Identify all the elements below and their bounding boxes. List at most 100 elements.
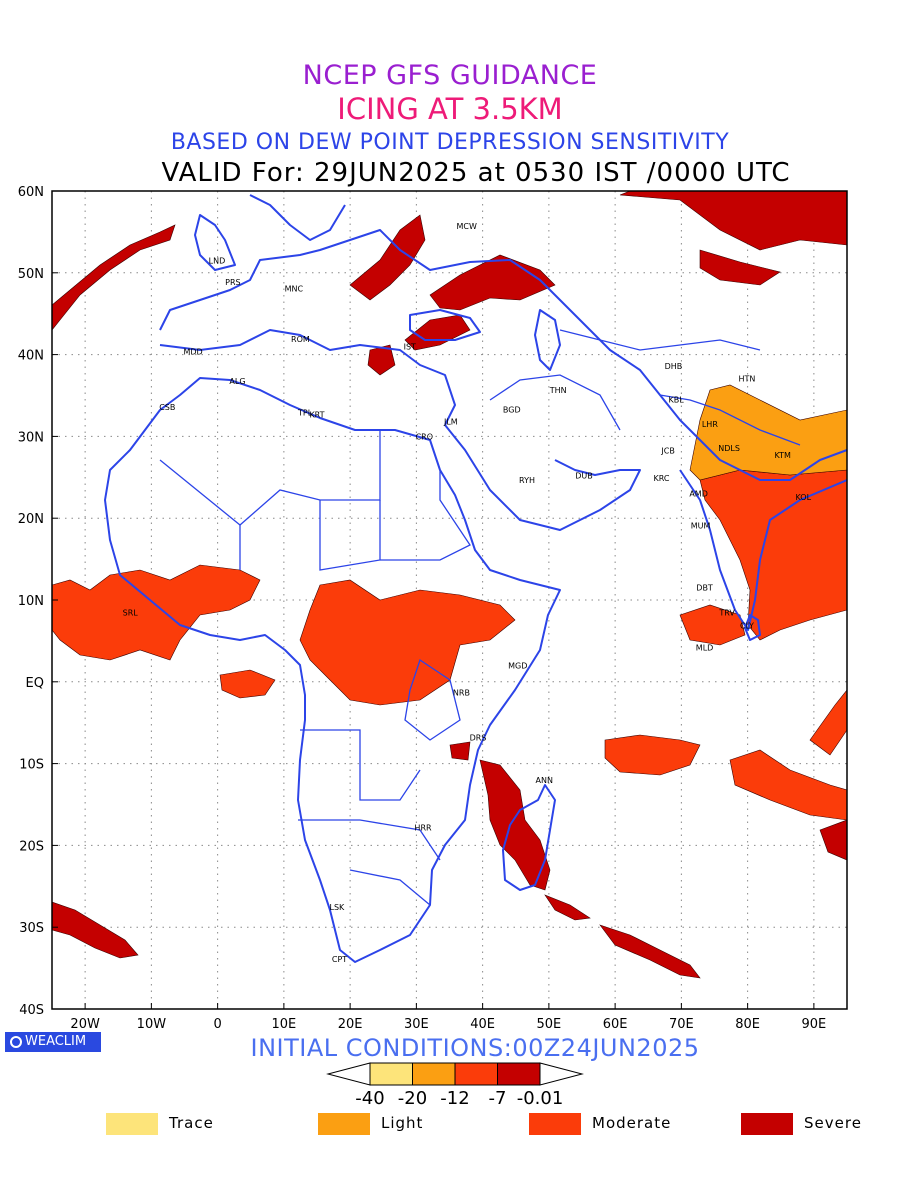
- city-label: CLY: [740, 621, 754, 630]
- city-label: IST: [404, 342, 416, 351]
- city-label: MNC: [285, 284, 304, 293]
- icing-area-moderate: [219, 669, 276, 699]
- border-line: [298, 819, 441, 861]
- coastline-caspian: [534, 309, 561, 371]
- city-label: ROM: [291, 335, 310, 344]
- city-label: NDLS: [718, 444, 740, 453]
- border-line: [380, 470, 471, 561]
- colorbar-segment: [454, 1062, 498, 1086]
- coastlines: [104, 194, 847, 963]
- city-label: DHB: [665, 362, 683, 371]
- lat-tick-label: 50N: [18, 267, 44, 282]
- title-product: NCEP GFS GUIDANCE: [302, 60, 598, 91]
- border-line: [489, 374, 621, 431]
- city-label: MLD: [696, 643, 714, 652]
- legend-swatch: [106, 1113, 158, 1135]
- city-label: RYH: [519, 476, 535, 485]
- colorbar-label: -40: [355, 1088, 385, 1109]
- icing-area-severe: [404, 314, 471, 351]
- city-label: DUB: [575, 472, 593, 481]
- city-label: JLM: [443, 418, 458, 427]
- political-borders: [159, 329, 801, 906]
- lon-tick-label: 90E: [801, 1017, 826, 1032]
- city-label: MCW: [457, 222, 477, 231]
- city-label: KRC: [654, 474, 670, 483]
- lon-tick-label: 30E: [404, 1017, 429, 1032]
- coastline-arabia: [444, 424, 641, 531]
- lon-tick-label: 50E: [536, 1017, 561, 1032]
- legend-swatch: [741, 1113, 793, 1135]
- colorbar-label: -12: [440, 1088, 470, 1109]
- lat-tick-label: 40S: [19, 1003, 44, 1018]
- lat-tick-label: EQ: [26, 676, 44, 691]
- coastline-mediterranean: [159, 329, 456, 426]
- city-label: HTN: [739, 374, 756, 383]
- icing-area-moderate: [604, 734, 701, 776]
- city-label: LHR: [702, 420, 718, 429]
- lon-tick-label: 20E: [338, 1017, 363, 1032]
- city-label: KOL: [795, 493, 811, 502]
- city-label: CRO: [416, 432, 433, 441]
- city-label: MUM: [691, 522, 711, 531]
- lon-tick-label: 40E: [470, 1017, 495, 1032]
- colorbar-segment: [412, 1062, 456, 1086]
- icing-area-severe: [479, 759, 551, 891]
- city-label: BGD: [503, 405, 521, 414]
- city-label: CSB: [159, 403, 175, 412]
- lon-tick-label: 0: [213, 1017, 221, 1032]
- legend-swatch: [318, 1113, 370, 1135]
- icing-area-severe: [699, 249, 781, 286]
- city-label: AMD: [689, 490, 708, 499]
- city-label: LND: [209, 257, 226, 266]
- city-label: TRV: [718, 608, 735, 617]
- colorbar-segment: [497, 1062, 541, 1086]
- coastline-africa: [104, 377, 561, 963]
- axis-ticks: [52, 190, 815, 1010]
- colorbar-segment: [369, 1062, 413, 1086]
- lon-tick-label: 80E: [735, 1017, 760, 1032]
- city-label: CPT: [332, 955, 347, 964]
- coastline-madagascar: [502, 784, 556, 891]
- initial-conditions-label: INITIAL CONDITIONS:00Z24JUN2025: [250, 1034, 700, 1062]
- icing-area-moderate: [52, 564, 261, 661]
- icing-area-severe: [349, 214, 426, 301]
- icing-area-moderate: [809, 689, 847, 756]
- lat-tick-label: 40N: [18, 349, 44, 364]
- city-label: DBT: [696, 584, 713, 593]
- lon-tick-label: 60E: [603, 1017, 628, 1032]
- coastline-scandinavia: [249, 194, 346, 241]
- legend-label: Moderate: [592, 1114, 672, 1132]
- lat-tick-label: 20N: [18, 512, 44, 527]
- icing-area-severe: [619, 191, 847, 251]
- lon-tick-label: 10W: [137, 1017, 167, 1032]
- icing-area-moderate: [729, 749, 847, 821]
- lat-tick-label: 30N: [18, 430, 44, 445]
- title-method: BASED ON DEW POINT DEPRESSION SENSITIVIT…: [170, 130, 730, 155]
- border-line: [300, 729, 421, 801]
- icing-area-severe: [52, 901, 139, 959]
- border-line: [239, 500, 381, 571]
- icing-area-severe: [544, 894, 591, 921]
- icing-area-moderate: [299, 579, 516, 706]
- icing-area-severe: [819, 819, 847, 861]
- legend-label: Trace: [169, 1114, 214, 1132]
- city-label: LSK: [329, 903, 345, 912]
- border-line: [404, 658, 461, 741]
- city-label: TPL: [297, 409, 313, 418]
- lon-tick-label: 70E: [669, 1017, 694, 1032]
- city-label: ANN: [536, 776, 553, 785]
- coastline-black-sea: [409, 309, 481, 341]
- colorbar-label: -0.01: [516, 1088, 564, 1109]
- icing-area-severe: [449, 741, 471, 761]
- city-label: HRR: [414, 823, 432, 832]
- weaclim-logo: WEACLIM: [5, 1032, 101, 1052]
- colorbar-labels: -40 -20 -12 -7 -0.01: [0, 1088, 900, 1112]
- colorbar-label: -7: [488, 1088, 507, 1109]
- coastline-britain: [194, 214, 236, 271]
- title-field: ICING AT 3.5KM: [337, 92, 563, 126]
- lon-tick-label: 10E: [271, 1017, 296, 1032]
- city-label: KBL: [668, 396, 684, 405]
- colorbar: [326, 1062, 584, 1086]
